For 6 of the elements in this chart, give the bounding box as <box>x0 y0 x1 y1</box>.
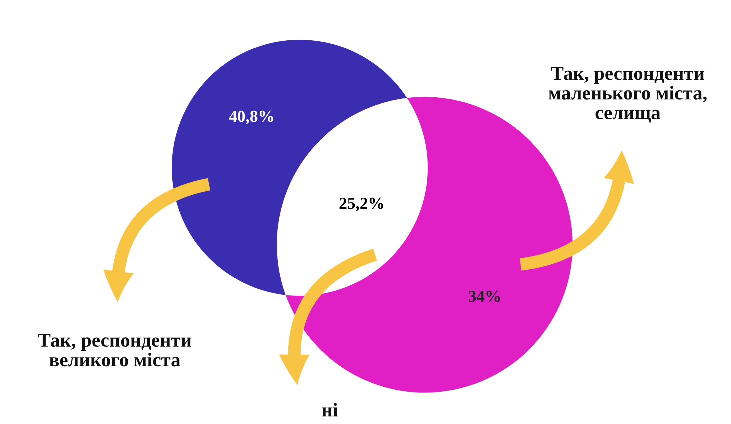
text: ні <box>322 403 338 417</box>
text: Так, респонденти маленького міста, селища <box>548 67 707 123</box>
data-label: 40,8% <box>229 110 274 125</box>
data-label: 25,2% <box>340 198 384 212</box>
text: Так, респонденти великого міста <box>38 334 192 367</box>
data-label: 34% <box>468 290 500 302</box>
